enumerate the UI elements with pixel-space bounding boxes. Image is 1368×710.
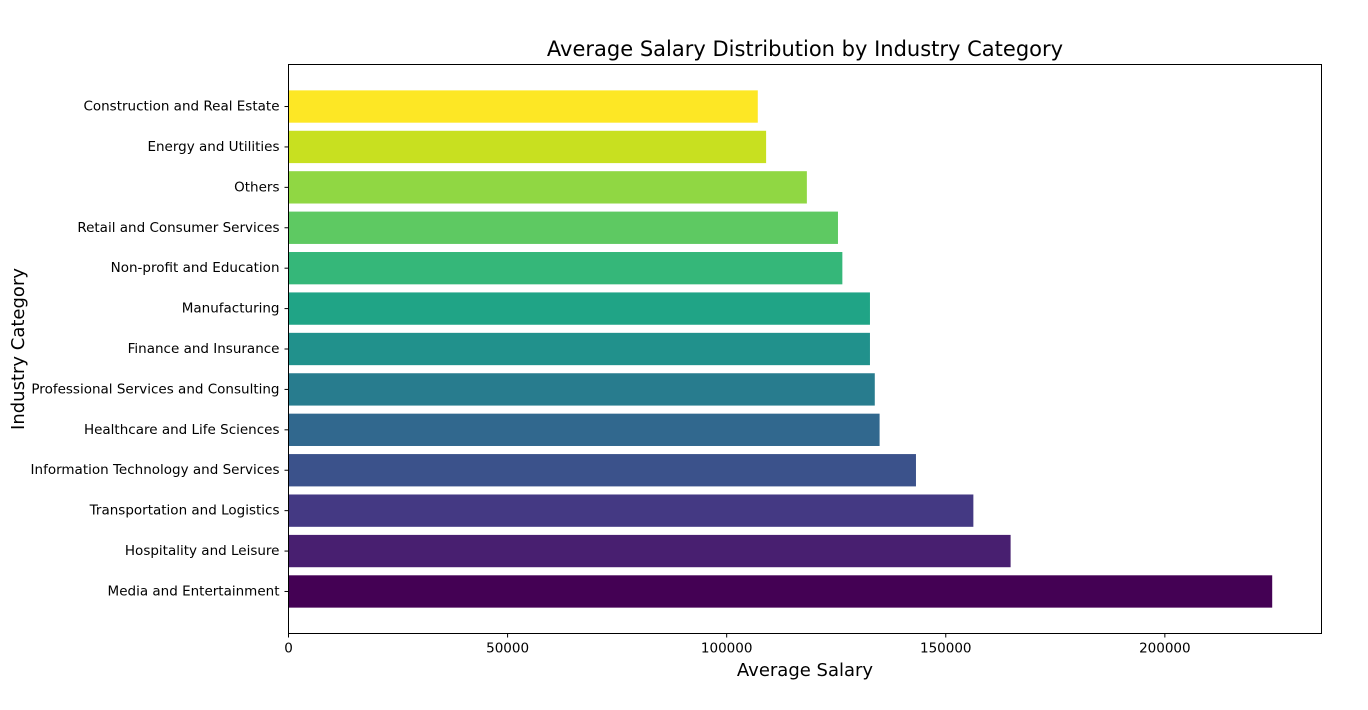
y-tick-label: Transportation and Logistics (89, 503, 280, 519)
bar (288, 373, 875, 406)
y-tick-label: Finance and Insurance (128, 341, 280, 357)
bar (288, 534, 1011, 568)
y-tick-label: Professional Services and Consulting (31, 381, 279, 397)
y-tick-label: Manufacturing (182, 301, 280, 317)
bar (288, 494, 974, 527)
x-tick-label: 100000 (701, 641, 753, 657)
y-tick-label: Energy and Utilities (147, 139, 279, 155)
x-tick-label: 0 (284, 641, 293, 657)
bar (288, 211, 838, 244)
y-tick-label: Healthcare and Life Sciences (84, 422, 280, 438)
bar (288, 454, 916, 487)
bar (288, 171, 807, 204)
y-tick-label: Non-profit and Education (111, 260, 280, 276)
y-tick-label: Hospitality and Leisure (125, 543, 280, 559)
bar (288, 90, 758, 123)
x-axis-ticks: 0 50000 100000 150000 200000 (284, 633, 1191, 657)
bar (288, 413, 880, 446)
y-tick-label: Construction and Real Estate (83, 99, 279, 115)
bar (288, 252, 843, 285)
y-axis-label: Industry Category (8, 268, 29, 430)
bar (288, 292, 870, 325)
x-tick-label: 50000 (486, 641, 529, 657)
y-axis-ticks: Media and Entertainment Hospitality and L… (31, 99, 289, 599)
x-tick-label: 150000 (920, 641, 972, 657)
bar (288, 332, 870, 366)
y-tick-label: Retail and Consumer Services (77, 220, 279, 236)
y-tick-label: Others (234, 179, 279, 195)
y-tick-label: Information Technology and Services (31, 462, 280, 478)
bars-group (288, 90, 1273, 608)
y-tick-label: Media and Entertainment (108, 583, 280, 599)
bar (288, 575, 1273, 608)
x-tick-label: 200000 (1139, 641, 1191, 657)
x-axis-label: Average Salary (737, 660, 874, 681)
chart-title: Average Salary Distribution by Industry … (547, 37, 1063, 61)
bar (288, 130, 767, 164)
